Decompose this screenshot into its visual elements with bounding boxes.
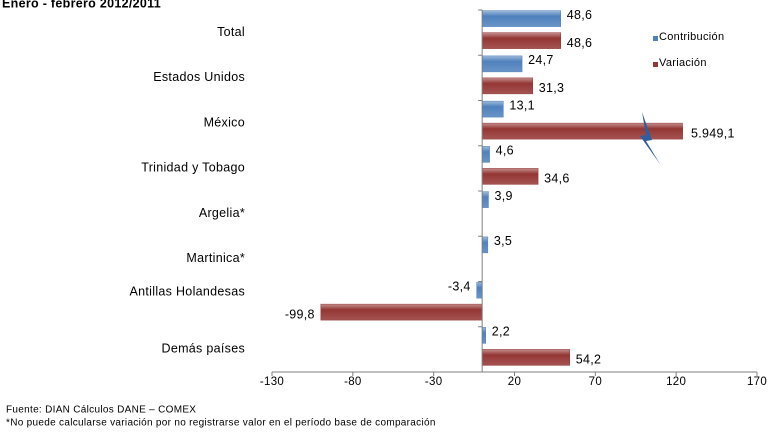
bar: [481, 32, 561, 49]
axis-break: [640, 112, 660, 164]
bars: [320, 10, 683, 366]
bar: [481, 100, 504, 118]
category-label: Trinidad y Tobago: [141, 161, 245, 175]
bar: [481, 10, 561, 27]
category-label: Argelia*: [199, 206, 245, 220]
category-label: Antillas Holandesas: [130, 284, 245, 298]
x-tick-label: 120: [666, 376, 686, 388]
bar: [481, 77, 534, 95]
chart-title: Enero - febrero 2012/2011: [2, 0, 161, 10]
x-tick-label: -80: [344, 376, 362, 388]
legend-swatch: [653, 36, 658, 41]
legend-label: Variación: [659, 57, 707, 69]
bar: [481, 168, 539, 185]
value-label: 54,2: [576, 353, 602, 367]
legend-swatch: [653, 62, 658, 67]
value-label: 5.949,1: [691, 126, 735, 140]
value-label: 48,6: [567, 8, 593, 22]
plot-area: -130 -80 -30 20 70 120 170 Total 48,6 48,6 Estados…: [130, 8, 767, 388]
bar: [481, 349, 571, 366]
bar: [481, 236, 489, 254]
value-label: 3,5: [494, 234, 512, 248]
value-label: -3,4: [448, 279, 471, 293]
bar: [476, 281, 483, 299]
bar: [481, 191, 489, 208]
x-tick-label: 70: [589, 376, 602, 388]
x-tick-label: 170: [747, 376, 767, 388]
x-tick-label: -30: [425, 376, 443, 388]
category-label: Total: [217, 25, 245, 39]
footnote: Fuente: DIAN Cálculos DANE – COMEX: [6, 405, 196, 416]
value-label: 34,6: [544, 172, 570, 186]
category-label: Estados Unidos: [153, 70, 245, 84]
bar: [481, 327, 486, 344]
value-label: 4,6: [496, 144, 514, 158]
category-label: México: [204, 115, 245, 129]
value-label: 24,7: [528, 53, 554, 67]
value-label: -99,8: [285, 307, 315, 321]
value-label: 2,2: [492, 325, 510, 339]
bar: [481, 55, 523, 73]
value-label: 3,9: [494, 189, 512, 203]
bar: [320, 303, 483, 321]
category-label: Martinica*: [186, 251, 245, 265]
x-tick-label: -130: [260, 376, 284, 388]
category-label: Demás países: [162, 342, 246, 356]
value-label: 48,6: [567, 36, 593, 50]
x-tick-label: 20: [508, 376, 521, 388]
legend-label: Contribución: [659, 31, 724, 43]
value-label: 13,1: [509, 98, 535, 112]
footnote: *No puede calcularse variación por no re…: [6, 418, 436, 429]
bar: [481, 146, 490, 163]
value-label: 31,3: [539, 81, 565, 95]
